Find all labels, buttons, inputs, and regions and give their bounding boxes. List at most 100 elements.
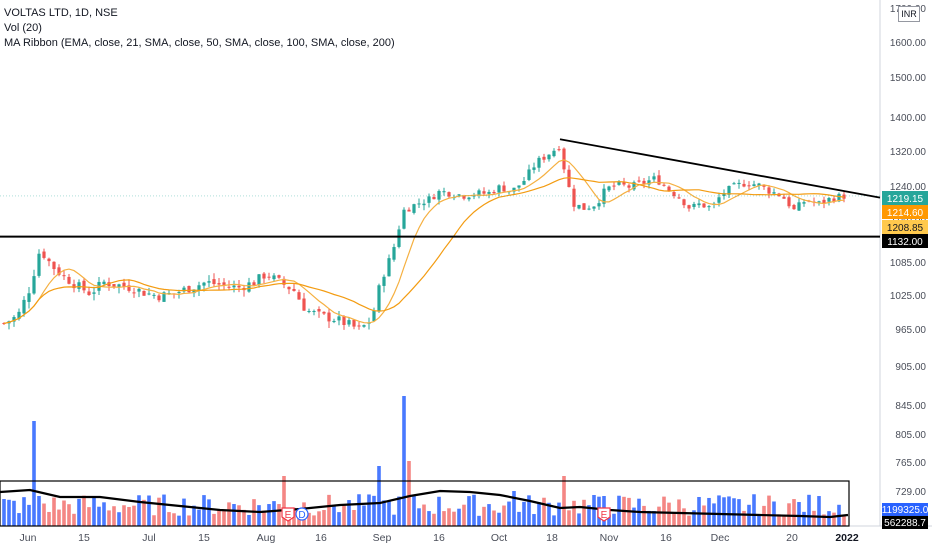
event-badge-icon: D [295,507,309,521]
volume-bar [772,501,776,526]
candle-body [62,275,66,277]
volume-bar [82,495,86,526]
candle-body [377,285,381,312]
volume-bar [612,513,616,526]
time-tick-label: 16 [660,532,672,544]
candle-body [642,180,646,184]
volume-bar [277,504,281,526]
candle-body [37,253,41,276]
ma-ribbon-title[interactable]: MA Ribbon (EMA, close, 21, SMA, close, 5… [4,37,395,49]
volume-bar [377,466,381,526]
candle-body [402,209,406,229]
volume-indicator-title[interactable]: Vol (20) [4,22,42,34]
price-tick-label: 805.00 [895,430,926,441]
volume-bar [92,497,96,526]
candle-body [757,183,761,186]
candle-body [392,247,396,260]
volume-bar [7,499,11,526]
price-label-text: 1214.60 [887,208,924,219]
candle-body [667,186,671,191]
volume-bar [477,515,481,526]
candle-body [632,182,636,190]
volume-bar [742,510,746,526]
volume-bar [592,495,596,526]
volume-bar [162,494,166,526]
volume-bar [537,502,541,526]
volume-range-box [0,480,850,527]
time-tick-label: 20 [786,532,798,544]
price-label-text: 1132.00 [887,237,923,248]
candle-body [297,292,301,300]
price-tick-label: 845.00 [895,401,926,412]
volume-bar [407,461,411,526]
candle-body [192,289,196,294]
time-tick-label: 16 [433,532,445,544]
volume-bar [842,515,846,526]
candle-body [662,184,666,186]
time-tick-label: Aug [257,532,276,544]
volume-bar [172,513,176,526]
candle-body [42,251,46,258]
volume-bar [207,499,211,526]
candle-body [512,187,516,192]
candle-body [702,203,706,208]
candle-body [627,185,631,188]
volume-bar [587,505,591,526]
volume-bar [187,515,191,526]
volume-bar [567,510,571,526]
candle-body [407,209,411,212]
time-tick-label: 2022 [835,532,859,544]
price-tick-label: 1320.00 [890,147,927,158]
candle-body [362,325,366,327]
price-tick-label: 965.00 [895,325,926,336]
volume-bar [522,501,526,526]
currency-button[interactable]: INR [898,6,920,22]
volume-bar [317,511,321,526]
volume-bar [272,501,276,526]
volume-bar [197,509,201,526]
candle-body [497,185,501,193]
volume-bar [52,497,56,526]
volume-label-text: 1199325.0 [882,505,929,516]
candle-body [782,196,786,199]
volume-bar [312,515,316,526]
candle-body [382,276,386,286]
volume-bar [322,510,326,526]
volume-bar [432,513,436,526]
candle-body [132,292,136,294]
candle-body [732,183,736,185]
candle-body [652,176,656,180]
volume-bar [342,505,346,526]
candle-body [177,292,181,294]
candle-body [22,299,26,314]
candle-body [272,275,276,280]
candle-body [622,182,626,185]
event-badge-icon: E [597,507,611,522]
candle-body [127,285,131,291]
volume-bar [2,499,6,526]
candle-body [317,309,321,312]
price-tick-label: 1025.00 [890,291,927,302]
volume-bar [107,510,111,526]
volume-bar [327,494,331,526]
volume-bar [802,511,806,526]
chart-legend: VOLTAS LTD, 1D, NSE Vol (20) MA Ribbon (… [4,6,395,51]
volume-bar [122,505,126,526]
volume-bar [392,514,396,526]
candle-body [327,312,331,322]
candle-body [122,282,126,287]
candle-body [332,320,336,323]
symbol-title[interactable]: VOLTAS LTD, 1D, NSE [4,7,118,19]
volume-ma-line [0,488,849,519]
price-tick-label: 905.00 [895,362,926,373]
volume-bar [337,512,341,526]
volume-bar [362,505,366,526]
volume-bar [97,506,101,526]
candle-body [347,320,351,325]
event-badge-icon: E [281,507,295,522]
price-tick-label: 1600.00 [890,38,927,49]
candle-body [232,285,236,288]
volume-bar [487,504,491,526]
volume-bar [237,505,241,526]
